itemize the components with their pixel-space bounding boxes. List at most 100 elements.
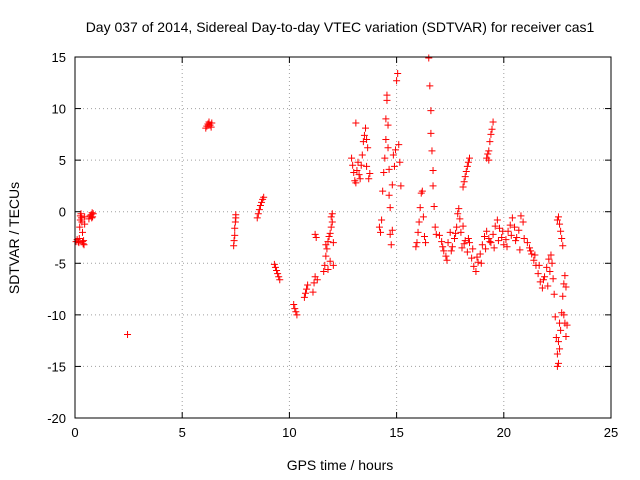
data-point [506, 221, 514, 229]
data-point [476, 250, 484, 258]
data-point [385, 165, 393, 173]
data-point [538, 284, 546, 292]
data-point [548, 259, 556, 267]
data-point [558, 235, 566, 243]
data-point [442, 252, 450, 260]
data-point [512, 237, 520, 245]
data-point [494, 237, 502, 245]
data-point [515, 226, 523, 234]
y-tick-label: 15 [52, 50, 66, 65]
data-point [428, 147, 436, 155]
data-point [387, 241, 395, 249]
x-tick-label: 20 [497, 425, 511, 440]
y-tick-label: 0 [59, 205, 66, 220]
data-point [463, 162, 471, 170]
data-point [397, 182, 405, 190]
data-point [415, 218, 423, 226]
data-point [432, 230, 440, 238]
data-point [309, 288, 317, 296]
data-point [328, 218, 336, 226]
data-point [292, 308, 300, 316]
data-point [557, 227, 565, 235]
data-point [426, 82, 434, 90]
data-point [431, 223, 439, 231]
data-point [79, 228, 87, 236]
data-point [81, 220, 89, 228]
data-point [312, 234, 320, 241]
data-point [329, 261, 337, 269]
x-tick-label: 15 [389, 425, 403, 440]
data-point [310, 279, 318, 287]
data-point [325, 232, 333, 240]
data-point [429, 166, 437, 174]
data-point [453, 223, 461, 231]
data-point [527, 247, 535, 255]
data-point [419, 213, 427, 221]
data-point [535, 261, 543, 269]
data-point [76, 223, 84, 231]
data-point [463, 248, 471, 256]
data-point [300, 293, 308, 301]
data-point [530, 256, 538, 264]
data-point [496, 224, 504, 232]
y-tick-label: 5 [59, 153, 66, 168]
data-point [554, 338, 562, 346]
data-point [207, 123, 215, 131]
data-point [457, 228, 465, 236]
data-point [485, 147, 493, 155]
chart-title: Day 037 of 2014, Sidereal Day-to-day VTE… [86, 19, 595, 35]
data-point [382, 136, 390, 144]
data-point [322, 252, 330, 260]
data-point [526, 244, 534, 252]
data-point [439, 243, 447, 251]
data-point [435, 231, 443, 239]
data-point [464, 235, 472, 243]
data-point [519, 218, 527, 226]
y-tick-label: -20 [47, 411, 66, 426]
data-points [72, 54, 571, 370]
data-point [562, 283, 570, 291]
y-tick-label: 10 [52, 102, 66, 117]
data-point [384, 144, 392, 152]
data-point [543, 263, 551, 271]
data-point [271, 263, 279, 271]
data-point [352, 179, 360, 187]
data-point [231, 224, 239, 232]
data-point [363, 162, 371, 170]
data-point [485, 156, 493, 164]
data-point [502, 236, 510, 244]
data-point [258, 198, 266, 206]
data-point [328, 210, 336, 218]
data-point [362, 124, 370, 132]
data-point [443, 256, 451, 264]
data-point [559, 292, 567, 300]
data-point [456, 215, 464, 223]
data-point [450, 235, 458, 243]
axes: 0 5 10 15 20 25 -20 -15 -10 -5 0 5 10 15 [47, 50, 618, 440]
data-point [124, 330, 132, 338]
grid-lines [75, 57, 611, 418]
data-point [508, 214, 516, 222]
data-point [393, 77, 401, 85]
data-point [208, 119, 216, 127]
data-point [323, 245, 331, 253]
data-point [255, 206, 263, 214]
data-point [377, 228, 385, 236]
data-point [534, 270, 542, 278]
x-tick-label: 0 [71, 425, 78, 440]
data-point [458, 244, 466, 252]
data-point [326, 257, 334, 265]
data-point [486, 238, 494, 246]
data-point [324, 238, 332, 246]
data-point [546, 268, 554, 276]
data-point [468, 254, 476, 262]
data-point [470, 262, 478, 270]
data-point [366, 170, 374, 178]
data-point [349, 161, 357, 169]
data-point [270, 260, 278, 268]
data-point [379, 187, 387, 195]
data-point [89, 213, 97, 221]
data-point [414, 228, 422, 236]
data-point [256, 202, 264, 210]
data-point [320, 268, 328, 276]
